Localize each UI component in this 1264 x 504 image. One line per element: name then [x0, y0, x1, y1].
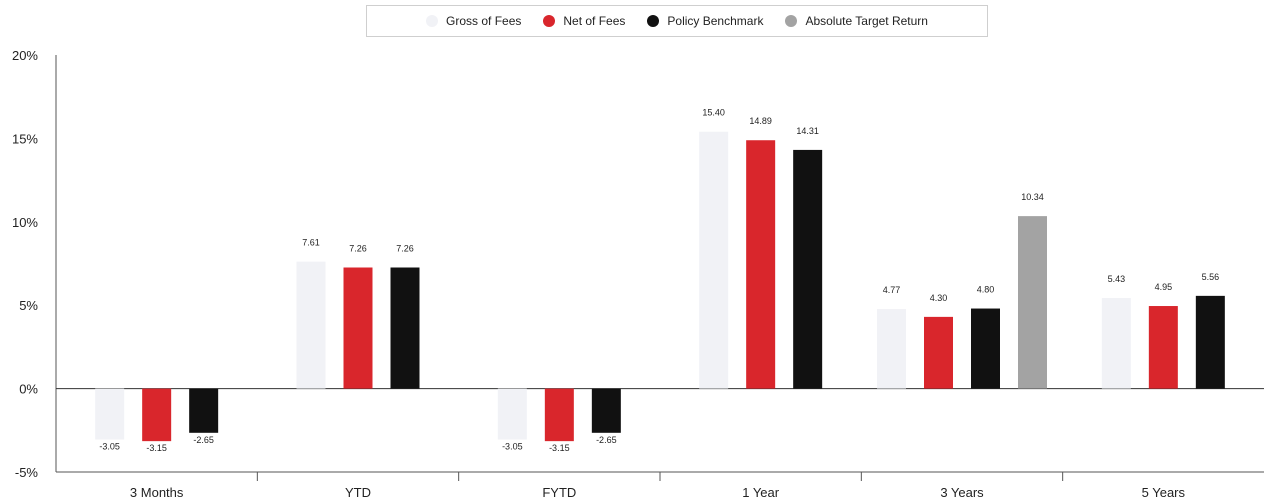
bar-data-label: 5.43 [1108, 274, 1126, 284]
bar [296, 261, 326, 389]
x-category-label: YTD [345, 485, 371, 500]
y-tick-label: 5% [19, 298, 38, 313]
bar-data-label: 4.80 [977, 285, 995, 295]
bar [793, 149, 823, 389]
legend-label-target: Absolute Target Return [805, 14, 928, 28]
legend-item-gross: Gross of Fees [426, 14, 521, 28]
y-tick-label: 15% [12, 131, 38, 146]
bar [142, 388, 172, 442]
bar [877, 309, 906, 389]
bar [95, 388, 125, 440]
legend-swatch-gross [426, 15, 439, 27]
bar [390, 267, 420, 389]
y-tick-label: 0% [19, 382, 38, 397]
bar-data-label: 14.31 [796, 126, 819, 136]
bar-data-label: 4.95 [1155, 282, 1173, 292]
bar-data-label: -3.05 [99, 441, 120, 451]
bar-data-label: -2.65 [596, 435, 617, 445]
legend-swatch-target [785, 15, 798, 27]
bar [1148, 306, 1178, 389]
bar [971, 308, 1000, 389]
bar [544, 388, 574, 442]
chart-legend: Gross of Fees Net of Fees Policy Benchma… [366, 5, 988, 37]
bar-data-label: 7.26 [396, 244, 414, 254]
bar-data-label: -3.15 [146, 443, 167, 453]
legend-swatch-net [543, 15, 556, 27]
y-tick-label: -5% [15, 465, 39, 480]
bar-data-label: 4.77 [883, 285, 901, 295]
bar-data-label: -2.65 [193, 435, 214, 445]
bar [746, 140, 776, 389]
bar-data-label: -3.15 [549, 443, 570, 453]
bar [591, 388, 621, 433]
x-category-label: 5 Years [1142, 485, 1186, 500]
bar-data-label: 7.26 [349, 244, 367, 254]
legend-swatch-benchmark [647, 15, 660, 27]
bar [1101, 298, 1131, 389]
legend-label-gross: Gross of Fees [446, 14, 522, 28]
bar [1018, 216, 1047, 389]
legend-item-net: Net of Fees [543, 14, 625, 28]
bar-data-label: 15.40 [702, 108, 725, 118]
bar-data-label: 4.30 [930, 293, 948, 303]
legend-label-benchmark: Policy Benchmark [667, 14, 764, 28]
bar-data-label: 10.34 [1021, 192, 1044, 202]
legend-item-benchmark: Policy Benchmark [647, 14, 763, 28]
y-tick-label: 10% [12, 215, 38, 230]
y-tick-label: 20% [12, 48, 38, 63]
bar [189, 388, 219, 433]
bar [497, 388, 527, 440]
bar [924, 316, 953, 389]
bar [1195, 295, 1225, 389]
bar-data-label: 5.56 [1202, 272, 1220, 282]
bar-data-label: 14.89 [749, 116, 772, 126]
legend-item-target: Absolute Target Return [785, 14, 928, 28]
x-category-label: 3 Years [940, 485, 984, 500]
x-category-label: FYTD [542, 485, 576, 500]
bar [343, 267, 373, 389]
x-category-label: 1 Year [742, 485, 780, 500]
x-category-label: 3 Months [130, 485, 184, 500]
bar [699, 131, 729, 389]
bar-data-label: 7.61 [302, 238, 320, 248]
legend-label-net: Net of Fees [563, 14, 626, 28]
bar-data-label: -3.05 [502, 441, 523, 451]
